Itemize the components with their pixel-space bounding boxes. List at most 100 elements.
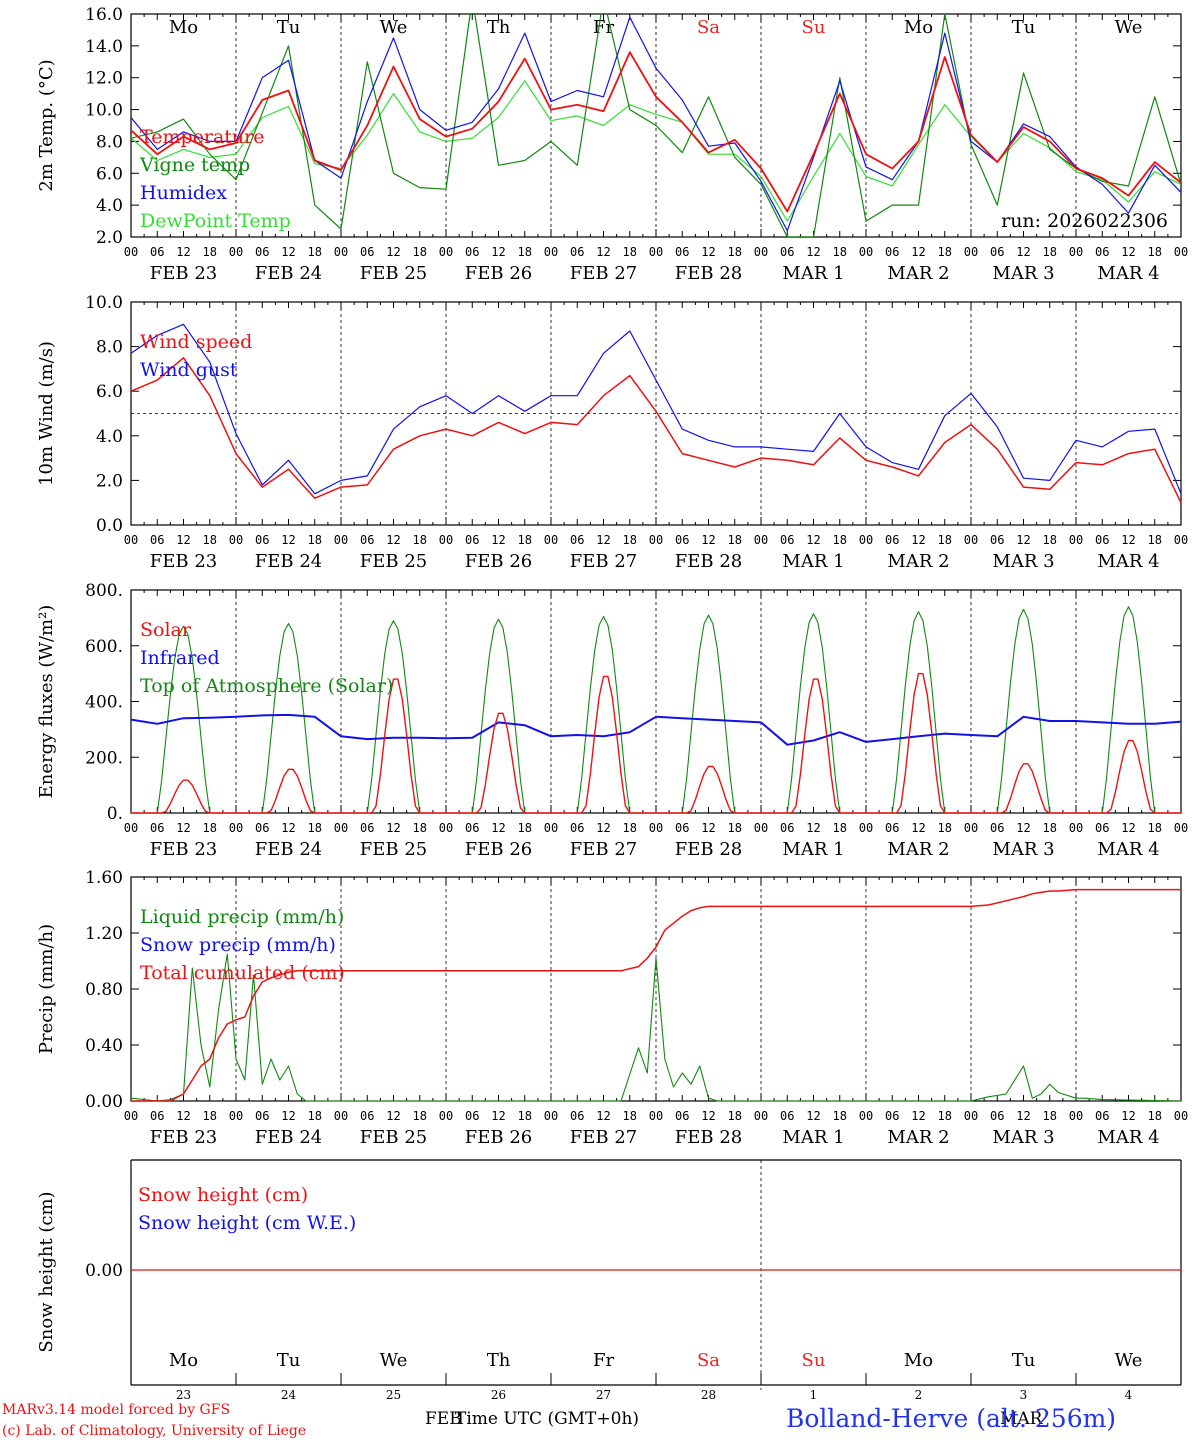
date-label: MAR 2 [887, 263, 949, 284]
y-axis-title: 2m Temp. (°C) [36, 59, 57, 191]
weekday-label: Th [487, 17, 511, 38]
legend-dewpoint-temp: DewPoint Temp [140, 210, 291, 232]
date-label: MAR 4 [1097, 1127, 1159, 1148]
x-tick-label: 18 [1043, 821, 1057, 835]
x-tick-label: 18 [413, 533, 427, 547]
date-label: FEB 23 [150, 839, 217, 860]
day-number-label: 3 [1020, 1388, 1028, 1402]
temperature-lines [131, 14, 1181, 237]
footer: MARv3.14 model forced by GFS (c) Lab. of… [2, 1402, 1116, 1439]
x-tick-label: 18 [938, 245, 952, 259]
snow-panel: 0.00 Snow height (cm) Snow height (cm) Snow… [36, 1159, 1182, 1402]
date-label: MAR 3 [992, 551, 1054, 572]
x-tick-label: 00 [124, 245, 138, 259]
x-tick-label: 00 [544, 821, 558, 835]
x-tick-label: 12 [491, 821, 505, 835]
x-tick-label: 18 [308, 1109, 322, 1123]
x-tick-label: 18 [203, 1109, 217, 1123]
x-tick-label: 12 [281, 821, 295, 835]
x-tick-label: 00 [859, 533, 873, 547]
x-tick-label: 12 [911, 245, 925, 259]
date-label: FEB 26 [465, 551, 532, 572]
x-tick-label: 06 [1095, 821, 1109, 835]
x-tick-label: 00 [964, 245, 978, 259]
x-tick-label: 12 [806, 245, 820, 259]
energy-panel: 00 06 12 18 FEB 23 00 06 12 18 FEB 24 00 06 12 18 FEB … [36, 581, 1188, 860]
x-tick-label: 12 [596, 533, 610, 547]
y-tick-label: 8.0 [96, 132, 123, 152]
y-axis-title: 10m Wind (m/s) [36, 341, 57, 486]
weekday-label: Tu [1012, 17, 1036, 38]
x-tick-label: 12 [1016, 1109, 1030, 1123]
date-label: FEB 24 [255, 551, 322, 572]
series-temperature [131, 51, 1181, 213]
x-tick-label: 18 [1148, 533, 1162, 547]
x-tick-label: 06 [150, 821, 164, 835]
legend-snow-height-cm-w-e: Snow height (cm W.E.) [138, 1212, 356, 1234]
x-tick-label: 06 [990, 245, 1004, 259]
y-axis-title: Precip (mm/h) [36, 924, 57, 1054]
date-label: MAR 1 [782, 551, 844, 572]
x-tick-label: 18 [1043, 533, 1057, 547]
x-tick-label: 06 [360, 533, 374, 547]
x-tick-label: 06 [255, 245, 269, 259]
y-tick-label: 0.40 [85, 1036, 123, 1056]
x-tick-label: 18 [833, 245, 847, 259]
x-tick-label: 06 [465, 245, 479, 259]
date-label: MAR 2 [887, 839, 949, 860]
weekday-label: Sa [697, 17, 720, 38]
series-total-cumulated [131, 888, 1181, 1102]
legend-total-cumulated-cm: Total cumulated (cm) [140, 962, 345, 984]
x-tick-label: 06 [150, 533, 164, 547]
x-tick-label: 06 [885, 533, 899, 547]
x-tick-label: 12 [911, 533, 925, 547]
x-tick-label: 06 [150, 1109, 164, 1123]
x-tick-label: 18 [203, 245, 217, 259]
x-tick-label: 12 [281, 533, 295, 547]
date-label: MAR 1 [782, 839, 844, 860]
series-vigne-temp [131, 14, 1181, 237]
x-tick-label: 00 [649, 821, 663, 835]
date-label: FEB 24 [255, 839, 322, 860]
date-label: FEB 24 [255, 263, 322, 284]
x-tick-label: 06 [990, 1109, 1004, 1123]
wind-panel: 00 06 12 18 FEB 23 00 06 12 18 FEB 24 00 06 12 18 FEB … [36, 293, 1188, 572]
x-tick-label: 18 [308, 245, 322, 259]
legend-snow-precip-mm-h: Snow precip (mm/h) [140, 934, 336, 956]
y-tick-label: 12.0 [85, 69, 123, 89]
weekday-label: Mo [904, 1350, 933, 1371]
x-tick-label: 12 [1016, 821, 1030, 835]
legend-wind-gust: Wind gust [140, 359, 238, 381]
weekday-label: Fr [593, 17, 614, 38]
x-tick-label: 18 [518, 533, 532, 547]
date-label: MAR 1 [782, 1127, 844, 1148]
weekday-label: Mo [904, 17, 933, 38]
y-tick-label: 600. [85, 637, 123, 657]
date-label: MAR 2 [887, 1127, 949, 1148]
x-tick-label: 12 [1121, 533, 1135, 547]
x-tick-label: 12 [491, 245, 505, 259]
weekday-label: Tu [277, 17, 301, 38]
x-tick-label: 12 [701, 533, 715, 547]
x-tick-label: 00 [1174, 1109, 1188, 1123]
y-axis-title: Snow height (cm) [36, 1191, 57, 1352]
x-tick-label: 06 [465, 533, 479, 547]
weekday-label: Th [487, 1350, 511, 1371]
weekday-label: Mo [169, 17, 198, 38]
date-label: MAR 1 [782, 263, 844, 284]
y-tick-label: 1.20 [85, 924, 123, 944]
date-label: FEB 25 [360, 839, 427, 860]
date-label: FEB 26 [465, 1127, 532, 1148]
date-label: FEB 23 [150, 551, 217, 572]
x-tick-label: 00 [229, 533, 243, 547]
x-tick-label: 18 [728, 1109, 742, 1123]
x-tick-label: 18 [728, 245, 742, 259]
day-number-label: 28 [701, 1388, 716, 1402]
series-solar [131, 672, 1181, 814]
x-tick-label: 12 [596, 245, 610, 259]
x-tick-label: 18 [623, 821, 637, 835]
x-tick-label: 00 [754, 1109, 768, 1123]
x-tick-label: 12 [386, 245, 400, 259]
x-tick-label: 06 [1095, 533, 1109, 547]
x-axis-title: Time UTC (GMT+0h) [455, 1409, 639, 1429]
